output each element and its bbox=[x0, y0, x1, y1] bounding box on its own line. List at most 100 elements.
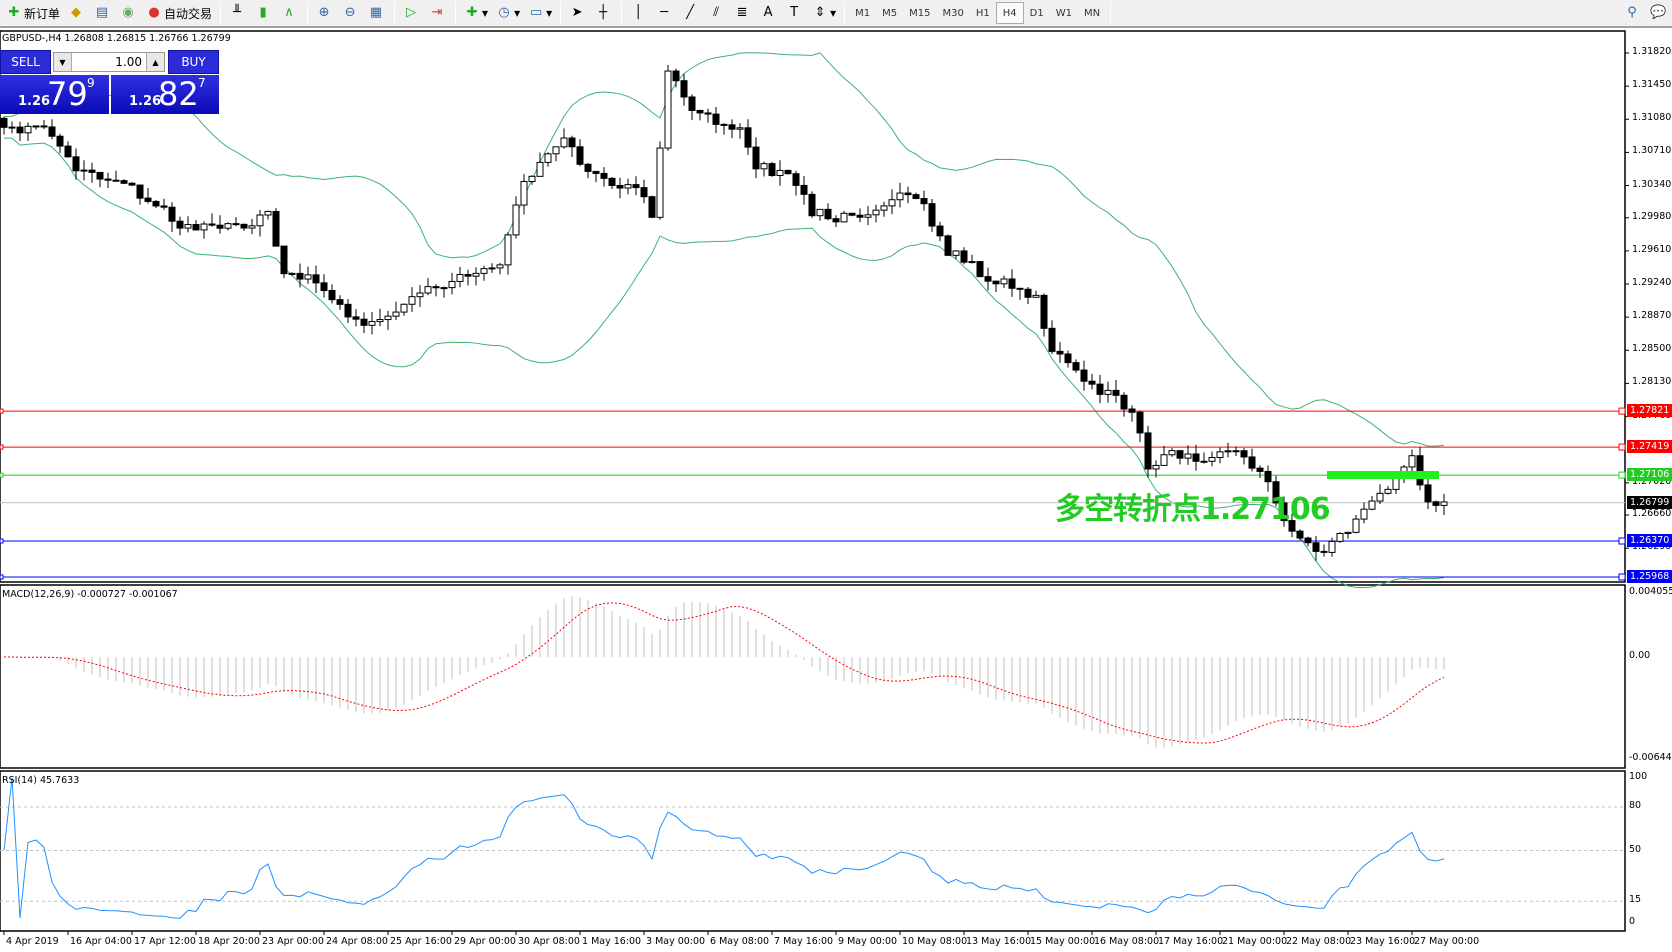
arrows-button[interactable]: ⇕ ▾ bbox=[808, 1, 840, 25]
candle-body bbox=[1056, 350, 1064, 355]
lot-value[interactable]: 1.00 bbox=[115, 55, 142, 69]
candle-body bbox=[368, 321, 376, 326]
candle-body bbox=[840, 212, 848, 223]
timeframe-h4[interactable]: H4 bbox=[995, 2, 1024, 24]
candle-body bbox=[960, 250, 968, 263]
candle-body bbox=[464, 274, 472, 277]
lot-decrease-icon[interactable]: ▼ bbox=[54, 53, 72, 71]
line-handle bbox=[0, 472, 4, 478]
price-axis-label: 1.31820 bbox=[1632, 46, 1672, 57]
periods-button[interactable]: ◷ ▾ bbox=[492, 1, 524, 25]
candle-body bbox=[1280, 502, 1288, 522]
trendline-button[interactable]: ╱ bbox=[678, 1, 704, 25]
horizontal-line-button[interactable]: ─ bbox=[652, 1, 678, 25]
candle-body bbox=[248, 225, 256, 229]
timeframe-m5[interactable]: M5 bbox=[882, 7, 898, 19]
text-label-button[interactable]: T bbox=[782, 1, 808, 25]
candle-body bbox=[472, 272, 480, 277]
candle-body bbox=[688, 96, 696, 111]
candle-body bbox=[56, 135, 64, 147]
chat-button[interactable]: 💬 bbox=[1646, 1, 1672, 25]
candle-body bbox=[1184, 453, 1192, 459]
zoom-out-button[interactable]: ⊖ bbox=[338, 1, 364, 25]
candle-body bbox=[936, 225, 944, 237]
candle-body bbox=[512, 204, 520, 236]
bar-chart-button[interactable]: ╨ bbox=[225, 1, 251, 25]
candle-body bbox=[880, 205, 888, 211]
time-axis-label: 18 Apr 20:00 bbox=[198, 936, 260, 947]
navigator-button[interactable]: ▤ bbox=[90, 1, 116, 25]
lot-size-field[interactable]: ▼ 1.00 ▲ bbox=[53, 52, 165, 72]
lot-increase-icon[interactable]: ▲ bbox=[146, 53, 164, 71]
search-button[interactable]: ⚲ bbox=[1620, 1, 1646, 25]
candle-body bbox=[624, 184, 632, 189]
candle-body bbox=[928, 203, 936, 227]
candle-body bbox=[976, 261, 984, 278]
candle-body bbox=[552, 146, 560, 155]
candle-body bbox=[360, 318, 368, 326]
candle-body bbox=[1048, 327, 1056, 352]
candle-body bbox=[1176, 450, 1184, 459]
rsi-line bbox=[3, 777, 1445, 919]
templates-button[interactable]: ▭ ▾ bbox=[529, 5, 553, 20]
time-axis-label: 17 Apr 12:00 bbox=[134, 936, 196, 947]
buy-button[interactable]: BUY bbox=[168, 50, 219, 74]
candle-body bbox=[600, 172, 608, 179]
candle-body bbox=[352, 316, 360, 320]
candle-body bbox=[832, 218, 840, 223]
candle-body bbox=[1264, 470, 1272, 483]
timeframe-m15[interactable]: M15 bbox=[909, 7, 931, 19]
line-chart-icon: ∧ bbox=[284, 5, 294, 20]
rsi-axis-label: 0 bbox=[1629, 916, 1636, 927]
channel-button[interactable]: ⫽ bbox=[704, 1, 730, 25]
candle-body bbox=[824, 208, 832, 220]
timeframe-h1[interactable]: H1 bbox=[975, 7, 990, 19]
vertical-line-button[interactable]: │ bbox=[626, 1, 652, 25]
ask-price[interactable]: 1.26 82 7 bbox=[111, 75, 219, 114]
candlestick-button[interactable]: ▮ bbox=[251, 1, 277, 25]
timeframe-mn[interactable]: MN bbox=[1083, 7, 1101, 19]
candle-body bbox=[440, 287, 448, 290]
timeframe-m1[interactable]: M1 bbox=[855, 7, 871, 19]
bid-price[interactable]: 1.26 79 9 bbox=[0, 75, 109, 114]
zoom-in-button[interactable]: ⊕ bbox=[312, 1, 338, 25]
chart-shift-button[interactable]: ⇥ bbox=[425, 1, 451, 25]
new-order-icon: ✚ bbox=[8, 5, 20, 20]
timeframe-d1[interactable]: D1 bbox=[1029, 7, 1044, 19]
timeframe-bar: M1 M5 M15 M30 H1 H4 D1 W1 MN bbox=[849, 2, 1106, 24]
cursor-button[interactable]: ➤ bbox=[565, 1, 591, 25]
candle-body bbox=[1224, 450, 1232, 453]
indicators-button[interactable]: ✚ ▾ bbox=[460, 1, 492, 25]
tile-windows-button[interactable]: ▦ bbox=[364, 1, 390, 25]
sell-button[interactable]: SELL bbox=[0, 50, 51, 74]
timeframe-w1[interactable]: W1 bbox=[1055, 7, 1072, 19]
market-watch-button[interactable]: ◆ bbox=[64, 1, 90, 25]
text-button[interactable]: A bbox=[756, 1, 782, 25]
candle-body bbox=[1368, 500, 1376, 510]
candle-body bbox=[1432, 501, 1440, 506]
signals-button[interactable]: ◉ bbox=[116, 1, 142, 25]
candle-body bbox=[1288, 520, 1296, 532]
candle-body bbox=[1152, 464, 1160, 470]
candle-body bbox=[344, 303, 352, 318]
time-axis-label: 9 May 00:00 bbox=[838, 936, 898, 947]
fibonacci-button[interactable]: ≣ bbox=[730, 1, 756, 25]
one-click-trading-panel: SELL ▼ 1.00 ▲ BUY 1.26 79 9 1.26 82 7 bbox=[0, 50, 219, 114]
line-chart-button[interactable]: ∧ bbox=[277, 1, 303, 25]
timeframe-m30[interactable]: M30 bbox=[942, 7, 964, 19]
bar-chart-icon: ╨ bbox=[233, 5, 241, 20]
new-order-button[interactable]: ✚ 新订单 bbox=[2, 1, 64, 25]
crosshair-button[interactable]: ┼ bbox=[591, 1, 617, 25]
candle-body bbox=[8, 126, 16, 129]
price-axis-label: 1.29980 bbox=[1632, 210, 1672, 222]
candle-body bbox=[632, 184, 640, 189]
candle-body bbox=[416, 292, 424, 298]
auto-trading-button[interactable]: ● 自动交易 bbox=[142, 1, 216, 25]
candle-body bbox=[768, 163, 776, 177]
candle-body bbox=[1416, 455, 1424, 486]
auto-scroll-button[interactable]: ▷ bbox=[399, 1, 425, 25]
time-axis-label: 16 May 08:00 bbox=[1094, 936, 1160, 947]
time-axis-label: 21 May 00:00 bbox=[1222, 936, 1288, 947]
price-axis-label: 1.28130 bbox=[1632, 376, 1672, 388]
